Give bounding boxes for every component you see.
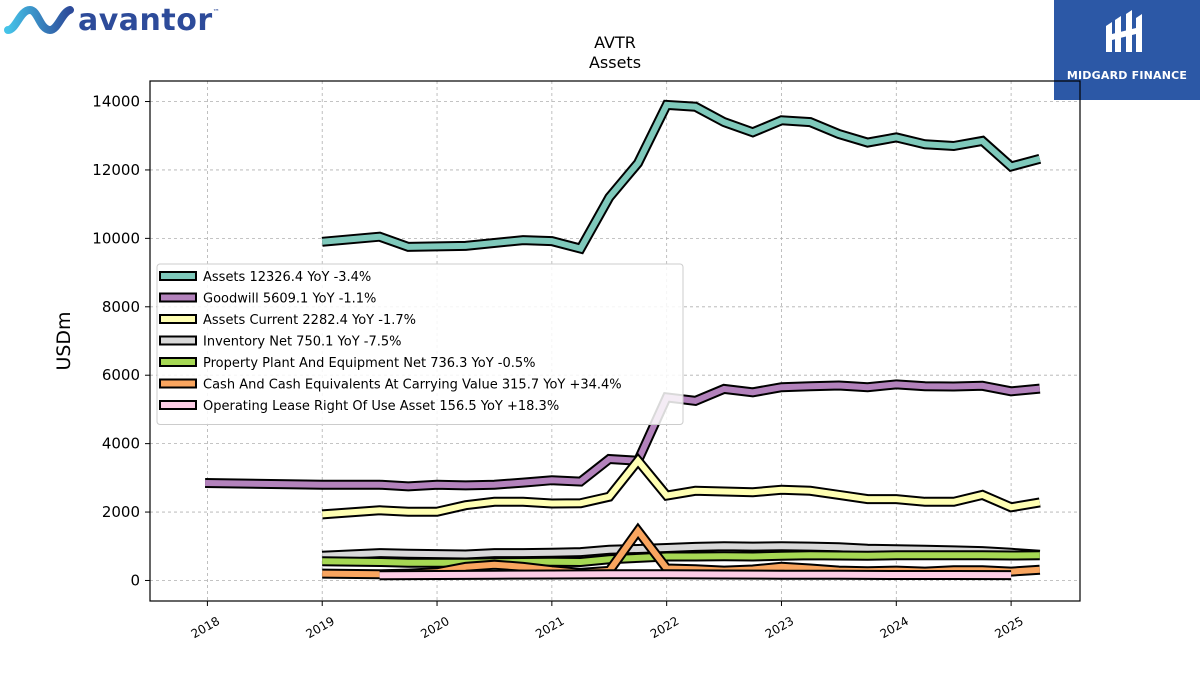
avantor-logo: avantor ™ — [4, 2, 220, 38]
y-tick-label: 0 — [130, 571, 140, 589]
legend-swatch-3 — [159, 335, 197, 346]
x-axis-ticks: 2018 2019 2020 2021 2022 2023 2024 2025 — [189, 601, 1026, 641]
x-tick-label: 2023 — [763, 614, 796, 641]
x-tick-label: 2022 — [648, 614, 681, 641]
y-axis-label: USDm — [53, 311, 75, 370]
series-line-0 — [321, 101, 1041, 253]
avantor-wave-icon — [4, 5, 74, 35]
x-tick-label: 2020 — [418, 614, 451, 641]
legend-swatch-6 — [159, 400, 197, 410]
legend: Assets 12326.4 YoY -3.4% Goodwill 5609.1 … — [156, 263, 684, 425]
legend-label-2: Assets Current 2282.4 YoY -1.7% — [203, 313, 416, 328]
legend-label-3: Inventory Net 750.1 YoY -7.5% — [203, 335, 402, 350]
x-tick-label: 2019 — [303, 614, 336, 641]
badge-label: MIDGARD FINANCE — [1066, 69, 1188, 82]
y-tick-label: 2000 — [102, 503, 140, 521]
legend-swatch-0 — [159, 271, 197, 281]
brand-name: avantor — [78, 2, 213, 38]
midgard-finance-badge: MIDGARD FINANCE — [1054, 0, 1200, 100]
y-axis-ticks: 0 2000 4000 6000 8000 10000 12000 14000 — [92, 93, 150, 589]
x-tick-label: 2018 — [189, 614, 222, 641]
legend-label-4: Property Plant And Equipment Net 736.3 Y… — [203, 356, 536, 371]
midgard-logo-icon — [1106, 10, 1142, 52]
y-tick-label: 4000 — [102, 435, 140, 453]
legend-label-6: Operating Lease Right Of Use Asset 156.5… — [203, 399, 559, 414]
y-tick-label: 14000 — [92, 93, 140, 111]
legend-swatch-4 — [159, 357, 197, 367]
legend-box — [156, 263, 684, 425]
series-outline-0 — [321, 99, 1042, 255]
chart-subtitle: Assets — [589, 53, 641, 72]
y-tick-label: 6000 — [102, 366, 140, 384]
legend-label-1: Goodwill 5609.1 YoY -1.1% — [203, 292, 376, 307]
legend-swatch-5 — [159, 378, 197, 389]
plot-frame — [149, 80, 1081, 602]
brand-trademark: ™ — [212, 8, 220, 16]
series-line-6 — [379, 571, 1012, 579]
x-tick-label: 2024 — [878, 614, 911, 641]
legend-swatch-2 — [159, 314, 197, 324]
legend-swatch-1 — [159, 292, 197, 303]
chart-title: AVTR — [594, 33, 636, 52]
y-tick-label: 8000 — [102, 298, 140, 316]
legend-label-0: Assets 12326.4 YoY -3.4% — [203, 270, 371, 285]
legend-label-5: Cash And Cash Equivalents At Carrying Va… — [203, 378, 622, 393]
y-tick-label: 12000 — [92, 161, 140, 179]
x-tick-label: 2025 — [992, 614, 1025, 641]
y-tick-label: 10000 — [92, 229, 140, 247]
series-line-3 — [322, 543, 1041, 559]
series-line-2 — [321, 455, 1041, 518]
x-tick-label: 2021 — [533, 614, 566, 641]
